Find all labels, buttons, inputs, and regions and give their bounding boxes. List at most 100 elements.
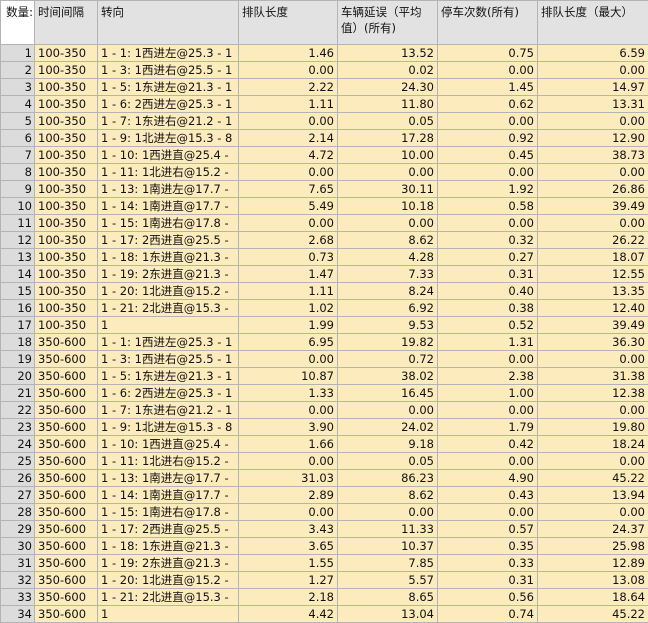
stops-cell[interactable]: 0.00 xyxy=(438,504,538,521)
column-header-stops[interactable]: 停车次数(所有) xyxy=(438,1,538,45)
vehicle-delay-cell[interactable]: 10.00 xyxy=(338,147,438,164)
row-number[interactable]: 29 xyxy=(1,521,35,538)
vehicle-delay-cell[interactable]: 7.85 xyxy=(338,555,438,572)
stops-cell[interactable]: 0.32 xyxy=(438,232,538,249)
interval-cell[interactable]: 100-350 xyxy=(35,79,98,96)
turn-cell[interactable]: 1 - 1: 1西进左@25.3 - 1 xyxy=(98,45,239,62)
turn-cell[interactable]: 1 - 3: 1西进右@25.5 - 1 xyxy=(98,351,239,368)
queue-length-cell[interactable]: 1.55 xyxy=(239,555,338,572)
queue-max-cell[interactable]: 12.89 xyxy=(538,555,648,572)
interval-cell[interactable]: 350-600 xyxy=(35,487,98,504)
stops-cell[interactable]: 0.58 xyxy=(438,198,538,215)
turn-cell[interactable]: 1 - 18: 1东进直@21.3 - xyxy=(98,538,239,555)
queue-length-cell[interactable]: 1.46 xyxy=(239,45,338,62)
row-number[interactable]: 13 xyxy=(1,249,35,266)
queue-length-cell[interactable]: 1.11 xyxy=(239,96,338,113)
row-number[interactable]: 26 xyxy=(1,470,35,487)
row-number[interactable]: 23 xyxy=(1,419,35,436)
queue-max-cell[interactable]: 31.38 xyxy=(538,368,648,385)
queue-max-cell[interactable]: 45.22 xyxy=(538,470,648,487)
stops-cell[interactable]: 0.00 xyxy=(438,164,538,181)
vehicle-delay-cell[interactable]: 8.62 xyxy=(338,232,438,249)
queue-max-cell[interactable]: 19.80 xyxy=(538,419,648,436)
stops-cell[interactable]: 0.42 xyxy=(438,436,538,453)
vehicle-delay-cell[interactable]: 10.18 xyxy=(338,198,438,215)
row-number[interactable]: 22 xyxy=(1,402,35,419)
row-number[interactable]: 12 xyxy=(1,232,35,249)
queue-max-cell[interactable]: 25.98 xyxy=(538,538,648,555)
queue-max-cell[interactable]: 13.94 xyxy=(538,487,648,504)
vehicle-delay-cell[interactable]: 8.65 xyxy=(338,589,438,606)
vehicle-delay-cell[interactable]: 7.33 xyxy=(338,266,438,283)
queue-length-cell[interactable]: 10.87 xyxy=(239,368,338,385)
stops-cell[interactable]: 2.38 xyxy=(438,368,538,385)
interval-cell[interactable]: 350-600 xyxy=(35,606,98,623)
row-number[interactable]: 21 xyxy=(1,385,35,402)
interval-cell[interactable]: 100-350 xyxy=(35,96,98,113)
queue-max-cell[interactable]: 0.00 xyxy=(538,504,648,521)
stops-cell[interactable]: 0.00 xyxy=(438,215,538,232)
queue-max-cell[interactable]: 18.24 xyxy=(538,436,648,453)
queue-length-cell[interactable]: 4.72 xyxy=(239,147,338,164)
turn-cell[interactable]: 1 - 5: 1东进左@21.3 - 1 xyxy=(98,79,239,96)
queue-length-cell[interactable]: 2.22 xyxy=(239,79,338,96)
row-number[interactable]: 2 xyxy=(1,62,35,79)
column-header-interval[interactable]: 时间间隔 xyxy=(35,1,98,45)
interval-cell[interactable]: 350-600 xyxy=(35,385,98,402)
vehicle-delay-cell[interactable]: 17.28 xyxy=(338,130,438,147)
turn-cell[interactable]: 1 - 14: 1南进直@17.7 - xyxy=(98,487,239,504)
turn-cell[interactable]: 1 - 13: 1南进左@17.7 - xyxy=(98,181,239,198)
interval-cell[interactable]: 350-600 xyxy=(35,538,98,555)
row-number[interactable]: 9 xyxy=(1,181,35,198)
queue-max-cell[interactable]: 0.00 xyxy=(538,351,648,368)
row-number[interactable]: 30 xyxy=(1,538,35,555)
stops-cell[interactable]: 0.57 xyxy=(438,521,538,538)
stops-cell[interactable]: 1.31 xyxy=(438,334,538,351)
stops-cell[interactable]: 0.00 xyxy=(438,62,538,79)
queue-length-cell[interactable]: 3.90 xyxy=(239,419,338,436)
queue-max-cell[interactable]: 12.40 xyxy=(538,300,648,317)
interval-cell[interactable]: 100-350 xyxy=(35,317,98,334)
turn-cell[interactable]: 1 - 5: 1东进左@21.3 - 1 xyxy=(98,368,239,385)
queue-length-cell[interactable]: 1.33 xyxy=(239,385,338,402)
stops-cell[interactable]: 0.52 xyxy=(438,317,538,334)
queue-max-cell[interactable]: 6.59 xyxy=(538,45,648,62)
queue-max-cell[interactable]: 13.35 xyxy=(538,283,648,300)
queue-max-cell[interactable]: 24.37 xyxy=(538,521,648,538)
queue-length-cell[interactable]: 2.89 xyxy=(239,487,338,504)
interval-cell[interactable]: 350-600 xyxy=(35,470,98,487)
queue-max-cell[interactable]: 26.22 xyxy=(538,232,648,249)
turn-cell[interactable]: 1 xyxy=(98,317,239,334)
vehicle-delay-cell[interactable]: 6.92 xyxy=(338,300,438,317)
row-number[interactable]: 28 xyxy=(1,504,35,521)
stops-cell[interactable]: 0.31 xyxy=(438,572,538,589)
queue-max-cell[interactable]: 18.07 xyxy=(538,249,648,266)
turn-cell[interactable]: 1 - 21: 2北进直@15.3 - xyxy=(98,300,239,317)
stops-cell[interactable]: 1.92 xyxy=(438,181,538,198)
queue-length-cell[interactable]: 0.00 xyxy=(239,113,338,130)
queue-length-cell[interactable]: 3.43 xyxy=(239,521,338,538)
stops-cell[interactable]: 0.45 xyxy=(438,147,538,164)
queue-length-cell[interactable]: 0.00 xyxy=(239,215,338,232)
queue-max-cell[interactable]: 13.08 xyxy=(538,572,648,589)
stops-cell[interactable]: 0.00 xyxy=(438,113,538,130)
queue-length-cell[interactable]: 1.99 xyxy=(239,317,338,334)
row-number[interactable]: 18 xyxy=(1,334,35,351)
interval-cell[interactable]: 350-600 xyxy=(35,555,98,572)
row-number[interactable]: 7 xyxy=(1,147,35,164)
